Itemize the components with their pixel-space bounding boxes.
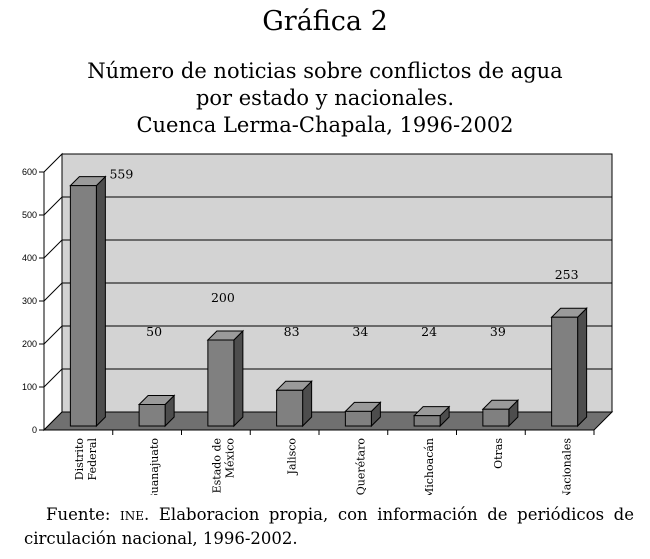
bar (276, 389, 304, 427)
y-tick-label: 100 (22, 382, 37, 392)
y-tick-label: 600 (22, 167, 37, 177)
y-tick-label: 300 (22, 296, 37, 306)
category-label: Distrito Federal (73, 438, 99, 481)
bar (344, 410, 372, 427)
category-label: Guanajuato (148, 438, 161, 495)
source-text: . Elaboracion propia, con información de… (24, 505, 634, 548)
data-label: 200 (211, 290, 235, 305)
chart-title-line-3: Cuenca Lerma-Chapala, 1996-2002 (136, 113, 514, 137)
category-label-line: Estado de (210, 438, 223, 493)
category-label-line: Distrito (73, 438, 86, 481)
bar (413, 415, 441, 427)
data-label: 34 (352, 324, 368, 339)
category-label-line: Michoacán (423, 438, 436, 495)
bar (207, 339, 235, 427)
bar (551, 316, 579, 427)
bar (69, 185, 97, 427)
y-tick-label: 500 (22, 210, 37, 220)
source-prefix: Fuente: (46, 505, 121, 524)
bar-chart: 0 100 200 300 400 500 600 559 Distrito Federal 50 G… (22, 152, 614, 495)
category-label-line: Nacionales (561, 438, 574, 495)
source-note: Fuente: ine. Elaboracion propia, con inf… (24, 503, 634, 551)
category-label-line: Federal (86, 438, 99, 481)
bar (138, 404, 166, 427)
gridline-side (43, 196, 63, 216)
data-label: 83 (284, 324, 300, 339)
category-label: Otras (492, 438, 505, 469)
category-label-line: Querétaro (354, 438, 367, 495)
data-label: 559 (109, 167, 133, 182)
data-label: 50 (146, 324, 162, 339)
gridline-side (43, 325, 63, 345)
bar-side (233, 329, 244, 428)
data-label: 253 (555, 267, 579, 282)
category-label: Nacionales (561, 438, 574, 495)
source-abbr: ine (120, 505, 145, 524)
category-label: Jalisco (286, 438, 299, 476)
y-tick-label: 200 (22, 339, 37, 349)
gridline-side (43, 239, 63, 259)
gridline-side (43, 282, 63, 302)
bar-side (577, 307, 588, 428)
category-label-line: Guanajuato (148, 438, 161, 495)
chart-floor (42, 411, 614, 431)
chart-title-line-1: Número de noticias sobre conflictos de a… (87, 59, 563, 83)
bar (482, 408, 510, 427)
y-tick-label: 400 (22, 253, 37, 263)
category-label: Michoacán (423, 438, 436, 495)
figure-label: Gráfica 2 (262, 6, 388, 37)
category-label-line: México (223, 438, 236, 479)
category-label-line: Otras (492, 438, 505, 469)
category-label-line: Jalisco (286, 438, 299, 476)
y-tick-label: 0 (32, 425, 37, 435)
category-label: Estado de México (210, 438, 236, 494)
data-label: 39 (490, 324, 506, 339)
bar-side (95, 175, 106, 428)
data-label: 24 (421, 324, 437, 339)
category-label: Querétaro (354, 438, 367, 495)
gridline-side (43, 368, 63, 388)
chart-title-line-2: por estado y nacionales. (195, 86, 455, 110)
